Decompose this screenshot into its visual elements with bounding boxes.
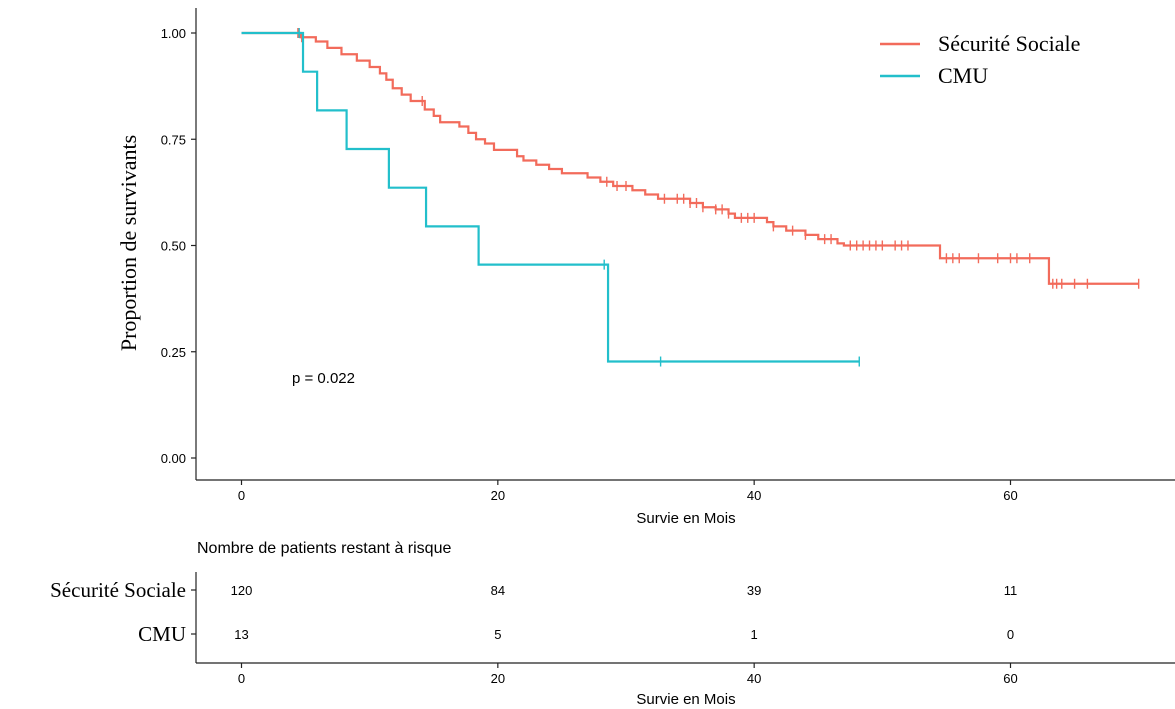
x-tick-label: 60 [1003, 671, 1017, 686]
risk-table-rows: Sécurité Sociale 120 84 39 11 CMU 13 5 1 0 [50, 578, 1017, 646]
legend-item-securite-sociale: Sécurité Sociale [880, 31, 1080, 56]
x-axis-label: Survie en Mois [636, 510, 735, 527]
series-securite-sociale [241, 28, 1140, 289]
y-tick-label: 1.00 [161, 26, 186, 41]
p-value-annotation: p = 0.022 [292, 370, 355, 387]
legend-label: CMU [938, 63, 988, 88]
risk-table: Nombre de patients restant à risque Sécu… [50, 540, 1175, 708]
legend: Sécurité Sociale CMU [880, 31, 1080, 88]
legend-item-cmu: CMU [880, 63, 988, 88]
y-tick-label: 0.25 [161, 345, 186, 360]
x-tick-label: 40 [747, 488, 761, 503]
risk-table-title: Nombre de patients restant à risque [197, 540, 451, 557]
survival-line [241, 31, 860, 363]
x-tick-label: 20 [491, 671, 505, 686]
risk-table-x-ticks: 0 20 40 60 [238, 663, 1018, 686]
x-tick-label: 0 [238, 488, 245, 503]
risk-row-label: Sécurité Sociale [50, 578, 186, 602]
series-cmu [241, 28, 860, 367]
risk-count: 39 [747, 583, 761, 598]
risk-count: 11 [1004, 583, 1018, 598]
y-ticks: 0.00 0.25 0.50 0.75 1.00 [161, 26, 196, 466]
risk-count: 120 [231, 583, 253, 598]
y-tick-label: 0.00 [161, 451, 186, 466]
risk-count: 0 [1007, 627, 1014, 642]
risk-row-label: CMU [138, 622, 186, 646]
risk-count: 13 [234, 627, 248, 642]
x-tick-label: 40 [747, 671, 761, 686]
y-axis-label: Proportion de survivants [116, 135, 141, 351]
risk-count: 84 [491, 583, 505, 598]
y-tick-label: 0.50 [161, 239, 186, 254]
risk-table-x-axis-label: Survie en Mois [636, 691, 735, 708]
x-ticks: 0 20 40 60 [238, 480, 1018, 503]
risk-count: 1 [751, 627, 758, 642]
risk-count: 5 [494, 627, 501, 642]
x-tick-label: 20 [491, 488, 505, 503]
x-tick-label: 0 [238, 671, 245, 686]
km-plot: 0.00 0.25 0.50 0.75 1.00 0 20 40 60 Proportion … [116, 8, 1175, 527]
y-tick-label: 0.75 [161, 132, 186, 147]
legend-label: Sécurité Sociale [938, 31, 1080, 56]
survival-line [241, 31, 1139, 285]
x-tick-label: 60 [1003, 488, 1017, 503]
survival-curves [241, 28, 1140, 367]
